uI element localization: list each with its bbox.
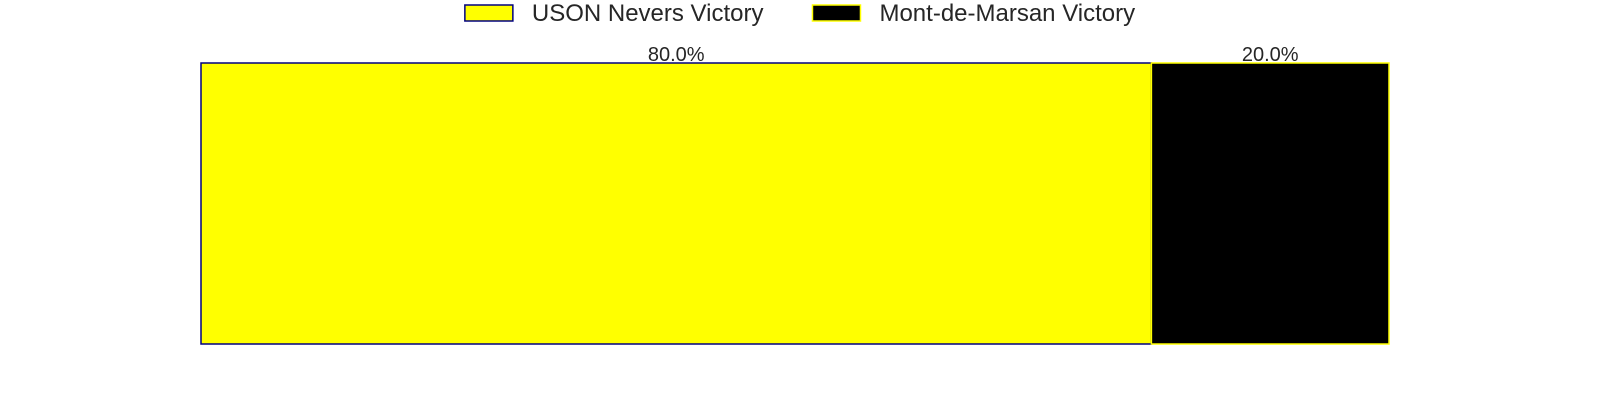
data-label-mont-de-marsan-victory: 20.0% xyxy=(1242,44,1299,66)
bar-segment-uson-nevers-victory xyxy=(200,62,1153,345)
legend-item-uson-nevers-victory: USON Nevers Victory xyxy=(464,0,764,27)
bar-stack xyxy=(200,62,1390,345)
data-labels: 80.0% 20.0% xyxy=(648,44,1299,66)
bar-segment-mont-de-marsan-victory xyxy=(1150,62,1390,345)
legend-item-mont-de-marsan-victory: Mont-de-Marsan Victory xyxy=(811,0,1135,27)
legend-label: USON Nevers Victory xyxy=(532,0,764,27)
legend-label: Mont-de-Marsan Victory xyxy=(879,0,1135,27)
legend-swatch xyxy=(464,4,514,22)
data-label-uson-nevers-victory: 80.0% xyxy=(648,44,705,66)
legend-swatch xyxy=(811,4,862,22)
chart-legend: USON Nevers Victory Mont-de-Marsan Victor… xyxy=(464,0,1135,27)
